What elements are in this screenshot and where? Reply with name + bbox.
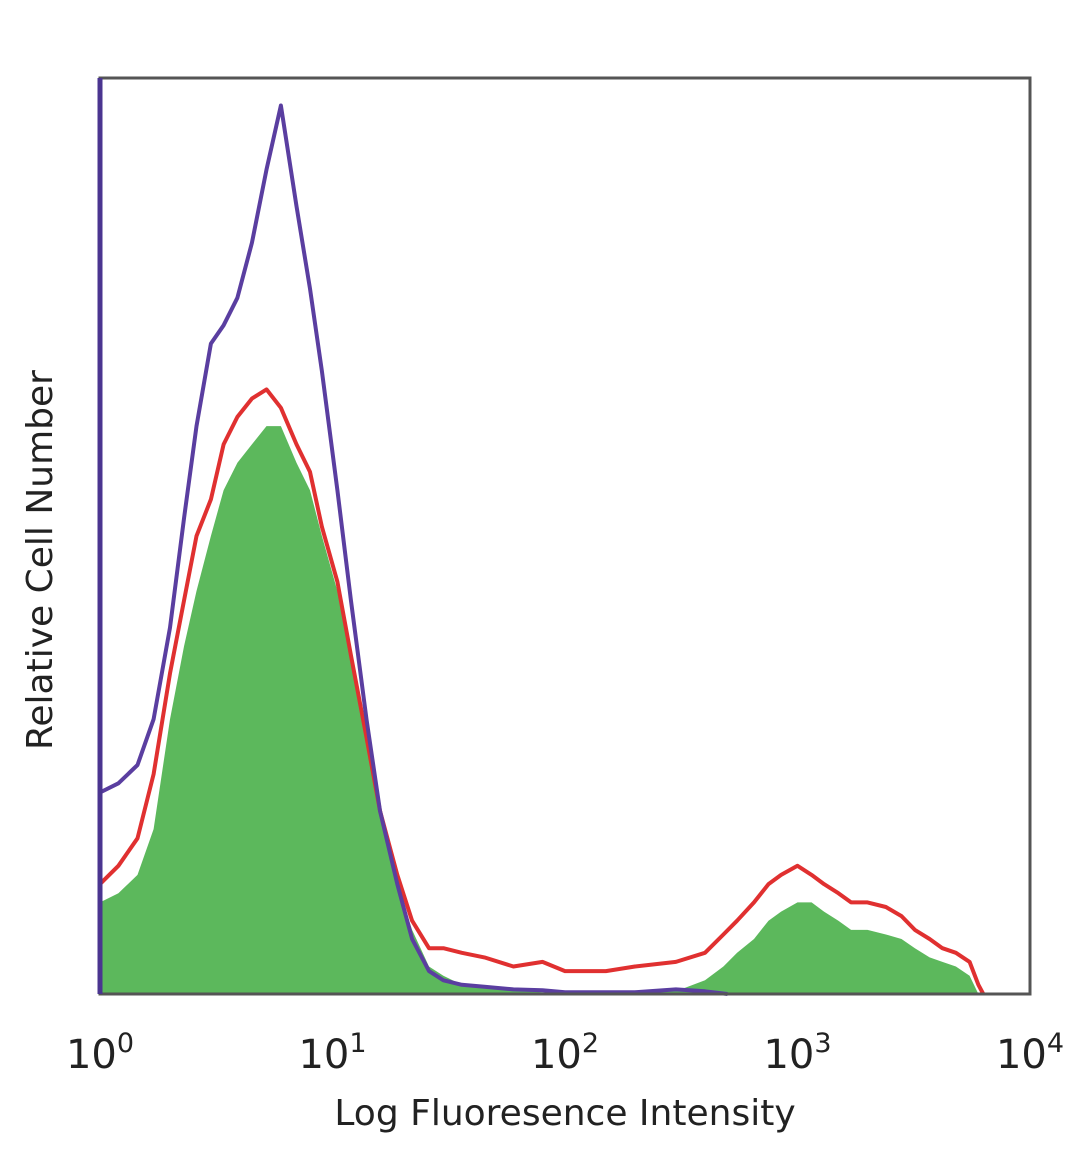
x-tick-label-1: 101: [298, 1028, 366, 1078]
histogram-outline-1: [98, 387, 986, 995]
x-tick-label-2: 102: [531, 1028, 599, 1078]
x-tick-label-3: 103: [763, 1028, 831, 1078]
x-tick-label-0: 100: [66, 1028, 134, 1078]
x-tick-labels: 100 101 102 103 104: [66, 1028, 1064, 1078]
filled-histogram-area: [100, 426, 979, 995]
x-tick-label-4: 104: [996, 1028, 1064, 1078]
x-axis-label: Log Fluoresence Intensity: [334, 1093, 795, 1134]
y-axis-label: Relative Cell Number: [20, 370, 61, 750]
histogram-outline-2: [99, 103, 728, 996]
plot-series: [98, 103, 986, 996]
